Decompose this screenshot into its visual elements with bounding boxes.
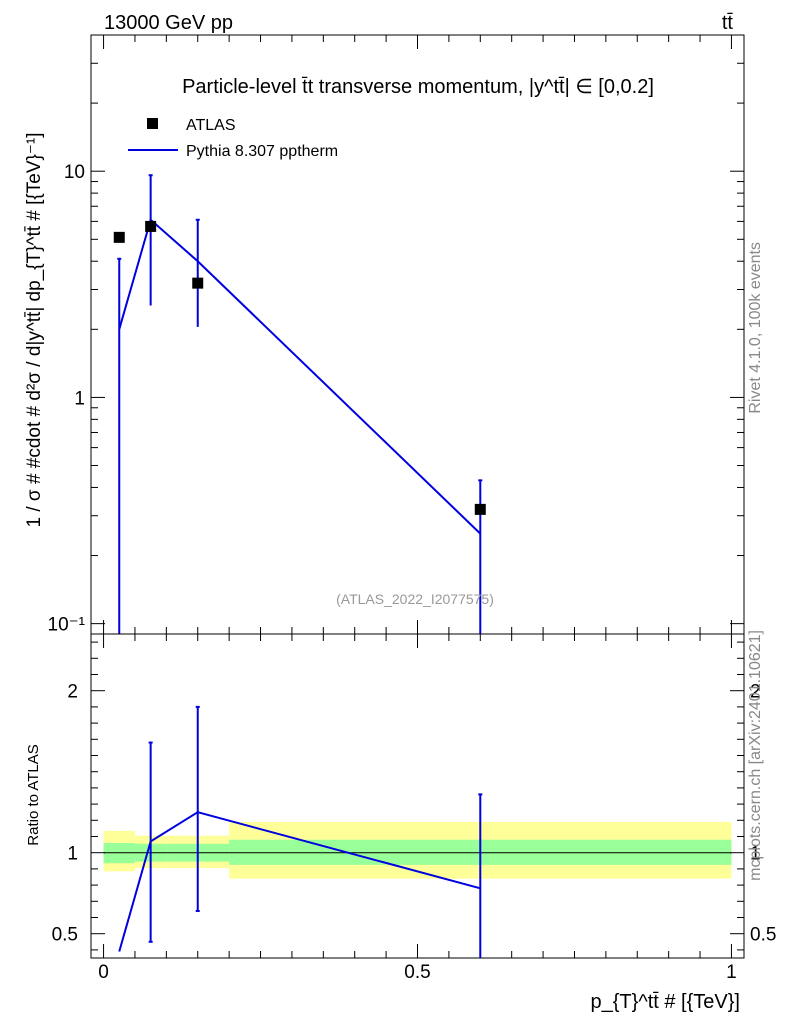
- legend-pythia-label: Pythia 8.307 pptherm: [186, 143, 338, 160]
- ratio-ytick-label-right-2: 2: [750, 682, 761, 703]
- rivet-label: Rivet 4.1.0, 100k events: [747, 242, 764, 414]
- atlas-point: [113, 231, 125, 243]
- legend-atlas-label: ATLAS: [186, 117, 236, 134]
- chart-title: Particle-level t̄t transverse momentum, …: [182, 76, 654, 98]
- ratio-pythia-line: [118, 811, 481, 952]
- main-ytick-label-1: 1: [74, 388, 85, 409]
- process-label: tt̄: [722, 12, 734, 34]
- energy-label: 13000 GeV pp: [104, 12, 233, 34]
- labels: 13000 GeV pp tt̄ Rivet 4.1.0, 100k event…: [24, 12, 764, 1013]
- ratio-ytick-label-1: 1: [67, 844, 78, 865]
- ratio-ytick-label-right-0: 0.5: [750, 925, 776, 946]
- ratio-y-axis-label: Ratio to ATLAS: [25, 744, 42, 845]
- ratio-ytick-label-0: 0.5: [52, 925, 78, 946]
- ratio-panel: 0 0.5 1 0.5 0.5 1 1 2 2: [52, 633, 776, 983]
- main-ytick-label-2: 10: [64, 162, 85, 183]
- watermark: (ATLAS_2022_I2077575): [336, 591, 494, 607]
- ratio-ytick-label-right-1: 1: [750, 844, 761, 865]
- y-axis-label: 1 / σ # #cdot # d²σ / d|y^tt̄| dp_{T}^tt…: [24, 133, 45, 528]
- ratio-xtick-label-1: 0.5: [404, 962, 430, 983]
- legend-atlas-marker: [147, 118, 158, 129]
- atlas-point: [145, 220, 157, 232]
- ratio-ytick-label-2: 2: [67, 682, 78, 703]
- ratio-frame: [90, 633, 745, 959]
- source-label: mcplots.cern.ch [arXiv:2401.10621]: [747, 630, 764, 881]
- main-ytick-label-0: 10⁻¹: [48, 615, 86, 636]
- x-axis-label: p_{T}^tt̄ # [{TeV}]: [591, 991, 741, 1013]
- ratio-xtick-label-2: 1: [726, 962, 737, 983]
- atlas-point: [474, 503, 486, 515]
- pythia-line: [118, 217, 481, 535]
- ratio-xtick-label-0: 0: [98, 962, 109, 983]
- atlas-point: [192, 277, 204, 289]
